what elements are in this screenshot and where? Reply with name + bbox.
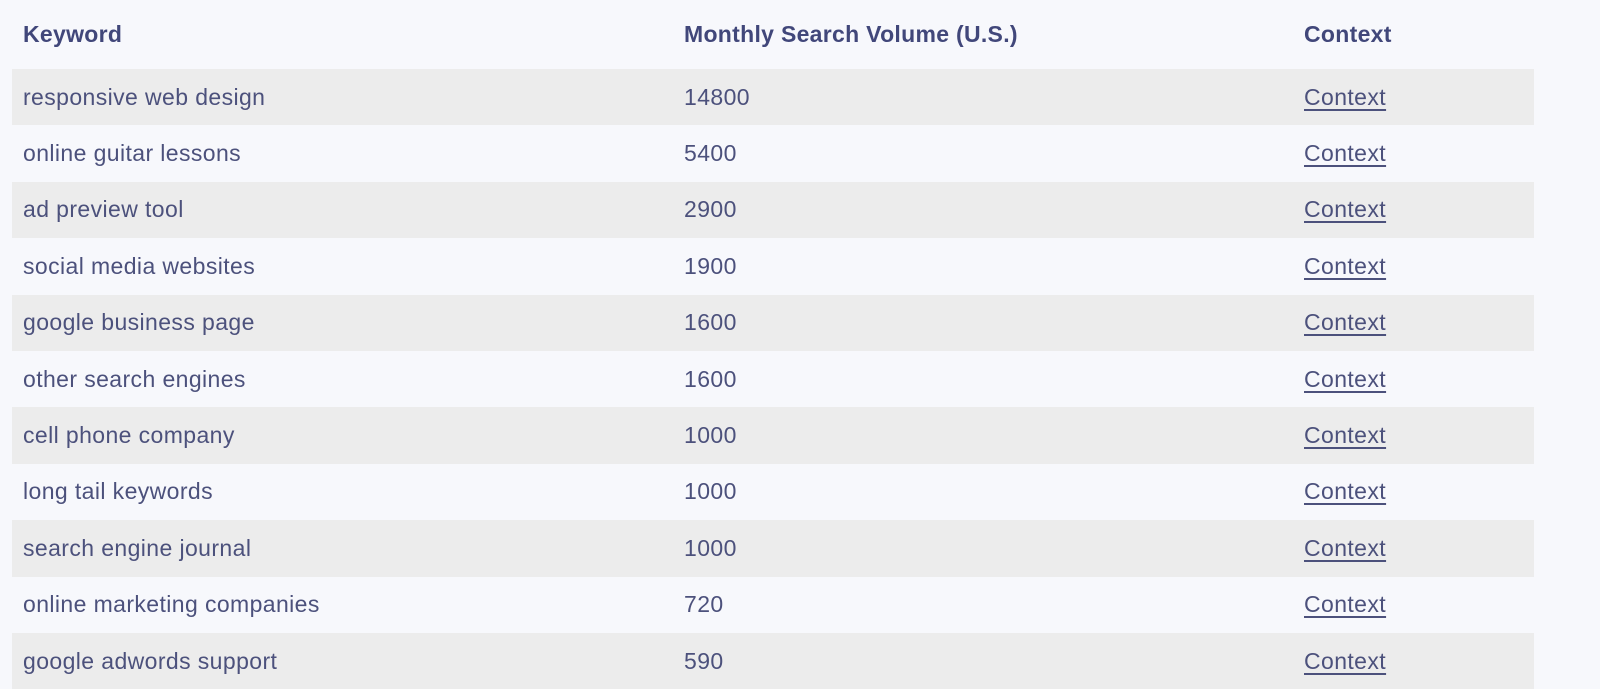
search-volume-cell: 1000 — [684, 534, 737, 561]
table-header-row: Keyword Monthly Search Volume (U.S.) Con… — [12, 0, 1534, 69]
search-volume-cell: 1600 — [684, 365, 737, 392]
table-row: social media websites 1900 Context — [12, 238, 1534, 294]
keyword-volume-table: Keyword Monthly Search Volume (U.S.) Con… — [12, 0, 1534, 689]
table-row: search engine journal 1000 Context — [12, 520, 1534, 577]
table-row: cell phone company 1000 Context — [12, 407, 1534, 464]
table-row: long tail keywords 1000 Context — [12, 464, 1534, 520]
column-header-context: Context — [1304, 21, 1392, 47]
search-volume-cell: 14800 — [684, 83, 750, 110]
keyword-cell: online marketing companies — [23, 591, 320, 618]
context-cell: Context — [1304, 309, 1534, 336]
context-link[interactable]: Context — [1304, 591, 1387, 618]
context-link[interactable]: Context — [1304, 309, 1387, 336]
search-volume-cell: 2900 — [684, 196, 737, 223]
keyword-cell: cell phone company — [23, 422, 235, 449]
context-link[interactable]: Context — [1304, 252, 1387, 279]
keyword-cell: responsive web design — [23, 83, 266, 110]
table-row: ad preview tool 2900 Context — [12, 181, 1534, 239]
context-cell: Context — [1304, 648, 1534, 675]
table-body: responsive web design 14800 Context online … — [12, 69, 1534, 689]
context-cell: Context — [1304, 366, 1534, 393]
keyword-cell: social media websites — [23, 252, 256, 279]
context-cell: Context — [1304, 196, 1534, 223]
table-row: responsive web design 14800 Context — [12, 69, 1534, 126]
table-row: google business page 1600 Context — [12, 294, 1534, 351]
context-link[interactable]: Context — [1304, 478, 1387, 505]
search-volume-cell: 1900 — [684, 252, 737, 279]
search-volume-cell: 590 — [684, 647, 724, 674]
search-volume-cell: 1000 — [684, 478, 737, 505]
context-link[interactable]: Context — [1304, 83, 1387, 110]
keyword-cell: google adwords support — [23, 647, 278, 674]
context-cell: Context — [1304, 84, 1534, 111]
context-cell: Context — [1304, 591, 1534, 618]
table-row: online marketing companies 720 Context — [12, 577, 1534, 633]
table-row: google adwords support 590 Context — [12, 632, 1534, 689]
context-cell: Context — [1304, 535, 1534, 562]
context-link[interactable]: Context — [1304, 534, 1387, 561]
keyword-cell: online guitar lessons — [23, 140, 242, 167]
context-link[interactable]: Context — [1304, 196, 1387, 223]
column-header-monthly-search-volume: Monthly Search Volume (U.S.) — [684, 21, 1018, 47]
keyword-cell: search engine journal — [23, 534, 252, 561]
context-link[interactable]: Context — [1304, 140, 1387, 167]
search-volume-cell: 1600 — [684, 309, 737, 336]
search-volume-cell: 1000 — [684, 422, 737, 449]
search-volume-cell: 5400 — [684, 140, 737, 167]
keyword-cell: long tail keywords — [23, 478, 214, 505]
keyword-cell: google business page — [23, 309, 255, 336]
keyword-cell: other search engines — [23, 365, 246, 392]
context-cell: Context — [1304, 422, 1534, 449]
context-link[interactable]: Context — [1304, 647, 1387, 674]
search-volume-cell: 720 — [684, 591, 724, 618]
context-cell: Context — [1304, 253, 1534, 280]
context-link[interactable]: Context — [1304, 365, 1387, 392]
context-cell: Context — [1304, 140, 1534, 167]
keyword-cell: ad preview tool — [23, 196, 184, 223]
context-cell: Context — [1304, 478, 1534, 505]
table-row: other search engines 1600 Context — [12, 351, 1534, 407]
column-header-keyword: Keyword — [23, 21, 123, 47]
context-link[interactable]: Context — [1304, 422, 1387, 449]
table-row: online guitar lessons 5400 Context — [12, 125, 1534, 181]
